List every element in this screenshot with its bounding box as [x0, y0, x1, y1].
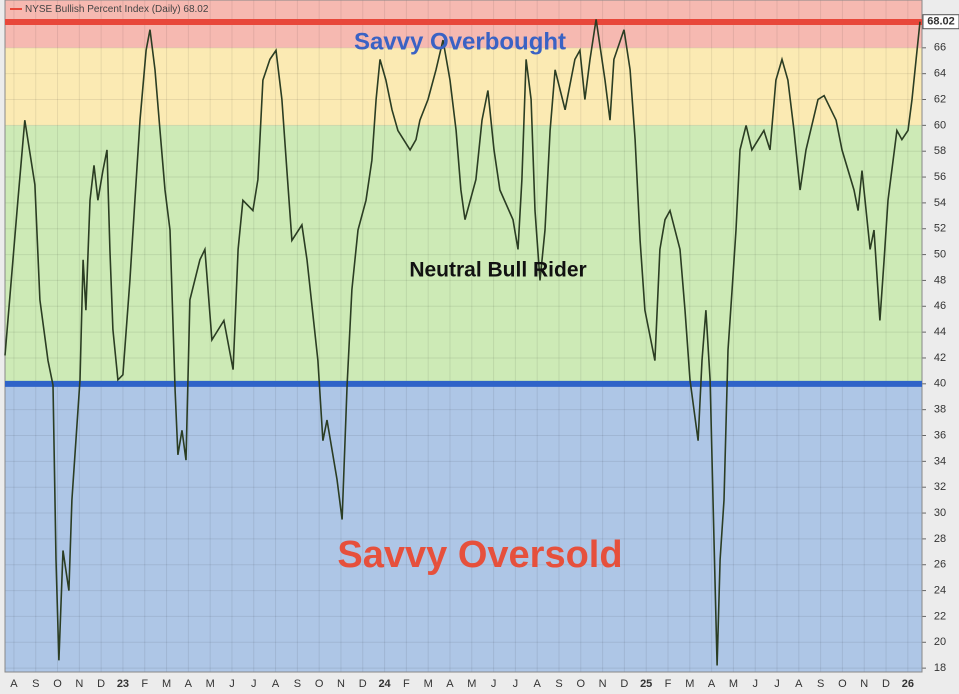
x-tick-label: J	[491, 678, 497, 690]
x-tick-label: O	[53, 678, 62, 690]
x-tick-label: M	[729, 678, 738, 690]
last-value-label: 68.02	[927, 16, 955, 28]
y-tick-label: 50	[934, 248, 946, 260]
x-tick-label: N	[337, 678, 345, 690]
y-tick-label: 62	[934, 93, 946, 105]
x-tick-label: J	[774, 678, 780, 690]
x-tick-label: N	[860, 678, 868, 690]
y-tick-label: 52	[934, 223, 946, 235]
x-tick-label: S	[817, 678, 824, 690]
y-tick-label: 56	[934, 171, 946, 183]
data-line	[4, 19, 921, 666]
y-tick-label: 26	[934, 559, 946, 571]
x-tick-label: M	[206, 678, 215, 690]
y-tick-label: 48	[934, 274, 946, 286]
x-tick-label: F	[665, 678, 672, 690]
y-tick-label: 20	[934, 636, 946, 648]
x-tick-label: 23	[117, 678, 129, 690]
x-tick-label: D	[97, 678, 105, 690]
zone-band	[5, 383, 922, 672]
x-tick-label: N	[599, 678, 607, 690]
x-tick-label: J	[251, 678, 257, 690]
x-tick-label: A	[272, 678, 280, 690]
y-tick-label: 22	[934, 610, 946, 622]
x-tick-label: F	[403, 678, 410, 690]
x-tick-label: N	[75, 678, 83, 690]
y-tick-label: 38	[934, 404, 946, 416]
y-tick-label: 54	[934, 197, 946, 209]
x-tick-label: M	[467, 678, 476, 690]
y-tick-label: 64	[934, 68, 946, 80]
x-tick-label: A	[795, 678, 803, 690]
lines	[4, 18, 922, 666]
x-tick-label: D	[359, 678, 367, 690]
x-tick-label: S	[32, 678, 39, 690]
x-tick-label: A	[10, 678, 18, 690]
legend: NYSE Bullish Percent Index (Daily) 68.02	[10, 4, 209, 15]
y-tick-label: 30	[934, 507, 946, 519]
x-tick-label: S	[555, 678, 562, 690]
y-tick-label: 58	[934, 145, 946, 157]
x-tick-label: O	[315, 678, 324, 690]
x-tick-label: J	[513, 678, 519, 690]
grid	[4, 0, 926, 673]
x-tick-label: J	[752, 678, 758, 690]
labels: Savvy Overbought Neutral Bull Rider Savv…	[10, 4, 959, 690]
x-tick-label: S	[294, 678, 301, 690]
last-value-box	[922, 14, 959, 30]
x-tick-label: O	[838, 678, 847, 690]
x-tick-label: D	[620, 678, 628, 690]
y-tick-label: 66	[934, 42, 946, 54]
zone-band	[5, 125, 922, 384]
x-tick-label: F	[141, 678, 148, 690]
x-tick-label: A	[708, 678, 716, 690]
y-tick-label: 18	[934, 662, 946, 674]
plot-frame	[4, 0, 923, 673]
x-tick-label: O	[577, 678, 586, 690]
x-tick-label: J	[229, 678, 235, 690]
legend-name: NYSE Bullish Percent Index (Daily)	[25, 4, 181, 15]
annotation: Savvy Overbought	[354, 28, 566, 55]
y-tick-label: 24	[934, 584, 946, 596]
plot-background	[5, 0, 922, 672]
y-tick-label: 28	[934, 533, 946, 545]
x-tick-label: A	[534, 678, 542, 690]
x-tick-label: M	[685, 678, 694, 690]
x-tick-label: 25	[640, 678, 652, 690]
y-tick-label: 46	[934, 300, 946, 312]
annotation: Savvy Oversold	[337, 534, 622, 576]
y-tick-label: 34	[934, 455, 946, 467]
annotation: Neutral Bull Rider	[409, 259, 586, 282]
y-tick-label: 40	[934, 378, 946, 390]
y-tick-label: 44	[934, 326, 946, 338]
legend-value: 68.02	[183, 4, 208, 15]
x-tick-label: A	[446, 678, 454, 690]
x-tick-label: M	[162, 678, 171, 690]
x-tick-label: A	[185, 678, 193, 690]
x-tick-label: 26	[902, 678, 914, 690]
x-tick-label: 24	[378, 678, 391, 690]
y-tick-label: 42	[934, 352, 946, 364]
legend-label: NYSE Bullish Percent Index (Daily) 68.02	[25, 4, 209, 15]
x-tick-label: D	[882, 678, 890, 690]
y-tick-label: 36	[934, 429, 946, 441]
x-tick-label: M	[424, 678, 433, 690]
y-tick-label: 32	[934, 481, 946, 493]
y-tick-label: 60	[934, 119, 946, 131]
